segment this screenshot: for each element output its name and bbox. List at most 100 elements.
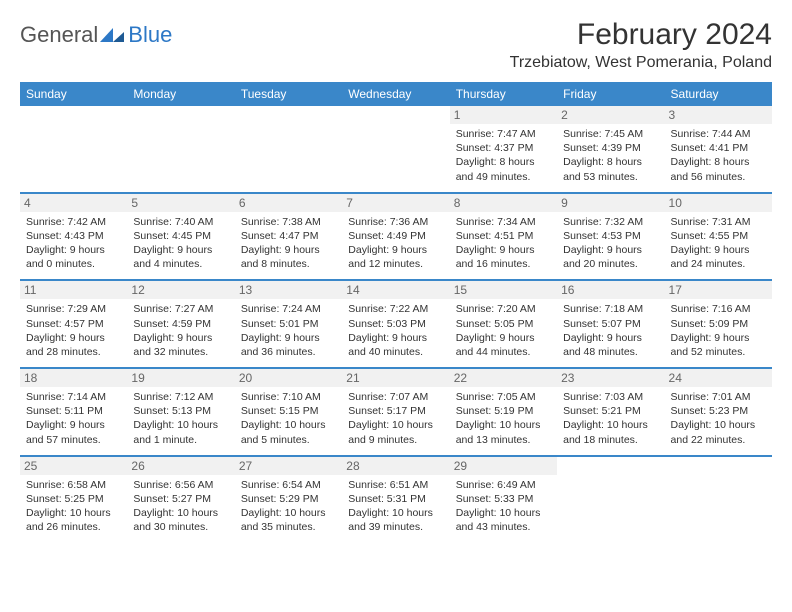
day-number: 10 — [665, 194, 772, 212]
title-block: February 2024 Trzebiatow, West Pomerania… — [510, 18, 772, 72]
sunrise-text: Sunrise: 7:42 AM — [26, 215, 121, 229]
sunrise-text: Sunrise: 7:16 AM — [671, 302, 766, 316]
sunset-text: Sunset: 4:37 PM — [456, 141, 551, 155]
sunset-text: Sunset: 5:23 PM — [671, 404, 766, 418]
daylight-text: Daylight: 10 hours and 30 minutes. — [133, 506, 228, 534]
sunset-text: Sunset: 5:27 PM — [133, 492, 228, 506]
day-number: 19 — [127, 369, 234, 387]
daylight-text: Daylight: 9 hours and 52 minutes. — [671, 331, 766, 359]
sunrise-text: Sunrise: 7:29 AM — [26, 302, 121, 316]
sunset-text: Sunset: 5:31 PM — [348, 492, 443, 506]
day-number: 6 — [235, 194, 342, 212]
calendar-week-row: 25Sunrise: 6:58 AMSunset: 5:25 PMDayligh… — [20, 456, 772, 543]
sunset-text: Sunset: 4:57 PM — [26, 317, 121, 331]
sunrise-text: Sunrise: 7:44 AM — [671, 127, 766, 141]
calendar-cell: 2Sunrise: 7:45 AMSunset: 4:39 PMDaylight… — [557, 106, 664, 193]
calendar-cell: 28Sunrise: 6:51 AMSunset: 5:31 PMDayligh… — [342, 456, 449, 543]
sunrise-text: Sunrise: 6:58 AM — [26, 478, 121, 492]
logo-text-general: General — [20, 22, 98, 48]
sunrise-text: Sunrise: 7:07 AM — [348, 390, 443, 404]
day-number: 21 — [342, 369, 449, 387]
daylight-text: Daylight: 9 hours and 24 minutes. — [671, 243, 766, 271]
calendar-cell: 15Sunrise: 7:20 AMSunset: 5:05 PMDayligh… — [450, 280, 557, 368]
calendar-cell: 21Sunrise: 7:07 AMSunset: 5:17 PMDayligh… — [342, 368, 449, 456]
day-number: 23 — [557, 369, 664, 387]
calendar-week-row: 11 Sunrise: 7:29 AMSunset: 4:57 PM Dayligh… — [20, 280, 772, 368]
day-number: 12 — [127, 281, 234, 299]
sunrise-text: Sunrise: 7:34 AM — [456, 215, 551, 229]
daylight-text: Daylight: 8 hours and 49 minutes. — [456, 155, 551, 183]
calendar-cell: 11Sunrise: 7:29 AMSunset: 4:57 PMDayligh… — [20, 280, 127, 368]
day-number: 11 — [20, 281, 127, 299]
day-number: 9 — [557, 194, 664, 212]
sunrise-text: Sunrise: 7:20 AM — [456, 302, 551, 316]
calendar-cell: 23Sunrise: 7:03 AMSunset: 5:21 PMDayligh… — [557, 368, 664, 456]
calendar-cell: 13Sunrise: 7:24 AMSunset: 5:01 PMDayligh… — [235, 280, 342, 368]
day-number: 25 — [20, 457, 127, 475]
sunset-text: Sunset: 5:07 PM — [563, 317, 658, 331]
sunset-text: Sunset: 5:03 PM — [348, 317, 443, 331]
month-title: February 2024 — [510, 18, 772, 52]
sunset-text: Sunset: 5:11 PM — [26, 404, 121, 418]
daylight-text: Daylight: 10 hours and 43 minutes. — [456, 506, 551, 534]
sunset-text: Sunset: 5:33 PM — [456, 492, 551, 506]
calendar-cell: 8 Sunrise: 7:34 AMSunset: 4:51 PMDaylight… — [450, 193, 557, 281]
sunset-text: Sunset: 4:41 PM — [671, 141, 766, 155]
sunset-text: Sunset: 4:43 PM — [26, 229, 121, 243]
day-number: 27 — [235, 457, 342, 475]
daylight-text: Daylight: 10 hours and 39 minutes. — [348, 506, 443, 534]
sunset-text: Sunset: 5:15 PM — [241, 404, 336, 418]
daylight-text: Daylight: 10 hours and 22 minutes. — [671, 418, 766, 446]
weekday-header-row: Sunday Monday Tuesday Wednesday Thursday… — [20, 82, 772, 106]
sunrise-text: Sunrise: 6:54 AM — [241, 478, 336, 492]
calendar-cell: 17Sunrise: 7:16 AMSunset: 5:09 PMDayligh… — [665, 280, 772, 368]
sunset-text: Sunset: 5:21 PM — [563, 404, 658, 418]
sunset-text: Sunset: 5:29 PM — [241, 492, 336, 506]
sunset-text: Sunset: 4:55 PM — [671, 229, 766, 243]
weekday-header: Thursday — [450, 82, 557, 106]
daylight-text: Daylight: 8 hours and 56 minutes. — [671, 155, 766, 183]
sunset-text: Sunset: 5:17 PM — [348, 404, 443, 418]
calendar-cell: 24 Sunrise: 7:01 AMSunset: 5:23 PMDayligh… — [665, 368, 772, 456]
sunrise-text: Sunrise: 7:38 AM — [241, 215, 336, 229]
calendar-cell: 12Sunrise: 7:27 AMSunset: 4:59 PMDayligh… — [127, 280, 234, 368]
day-number: 24 — [665, 369, 772, 387]
calendar-cell: 14Sunrise: 7:22 AMSunset: 5:03 PMDayligh… — [342, 280, 449, 368]
sunset-text: Sunset: 4:47 PM — [241, 229, 336, 243]
calendar-cell: 16Sunrise: 7:18 AMSunset: 5:07 PMDayligh… — [557, 280, 664, 368]
daylight-text: Daylight: 9 hours and 0 minutes. — [26, 243, 121, 271]
daylight-text: Daylight: 10 hours and 35 minutes. — [241, 506, 336, 534]
calendar-cell: 20Sunrise: 7:10 AMSunset: 5:15 PMDayligh… — [235, 368, 342, 456]
daylight-text: Daylight: 9 hours and 16 minutes. — [456, 243, 551, 271]
day-number: 7 — [342, 194, 449, 212]
day-number: 1 — [450, 106, 557, 124]
day-number: 18 — [20, 369, 127, 387]
calendar-cell: 7Sunrise: 7:36 AMSunset: 4:49 PMDaylight… — [342, 193, 449, 281]
logo-triangle-icon — [100, 26, 126, 44]
sunrise-text: Sunrise: 7:01 AM — [671, 390, 766, 404]
day-number: 29 — [450, 457, 557, 475]
sunrise-text: Sunrise: 7:27 AM — [133, 302, 228, 316]
day-number: 8 — [450, 194, 557, 212]
header: General Blue February 2024 Trzebiatow, W… — [20, 18, 772, 72]
calendar-cell: 26Sunrise: 6:56 AMSunset: 5:27 PMDayligh… — [127, 456, 234, 543]
day-number: 4 — [20, 194, 127, 212]
sunset-text: Sunset: 4:51 PM — [456, 229, 551, 243]
calendar-cell — [127, 106, 234, 193]
sunrise-text: Sunrise: 7:05 AM — [456, 390, 551, 404]
sunrise-text: Sunrise: 6:49 AM — [456, 478, 551, 492]
sunrise-text: Sunrise: 7:14 AM — [26, 390, 121, 404]
daylight-text: Daylight: 9 hours and 48 minutes. — [563, 331, 658, 359]
day-number: 20 — [235, 369, 342, 387]
calendar-cell — [342, 106, 449, 193]
daylight-text: Daylight: 9 hours and 57 minutes. — [26, 418, 121, 446]
calendar-table: Sunday Monday Tuesday Wednesday Thursday… — [20, 82, 772, 542]
sunrise-text: Sunrise: 7:40 AM — [133, 215, 228, 229]
calendar-cell — [665, 456, 772, 543]
calendar-cell: 1Sunrise: 7:47 AMSunset: 4:37 PMDaylight… — [450, 106, 557, 193]
calendar-cell: 9Sunrise: 7:32 AMSunset: 4:53 PMDaylight… — [557, 193, 664, 281]
calendar-week-row: 4Sunrise: 7:42 AMSunset: 4:43 PMDaylight… — [20, 193, 772, 281]
sunrise-text: Sunrise: 7:10 AM — [241, 390, 336, 404]
sunset-text: Sunset: 4:39 PM — [563, 141, 658, 155]
sunrise-text: Sunrise: 7:03 AM — [563, 390, 658, 404]
